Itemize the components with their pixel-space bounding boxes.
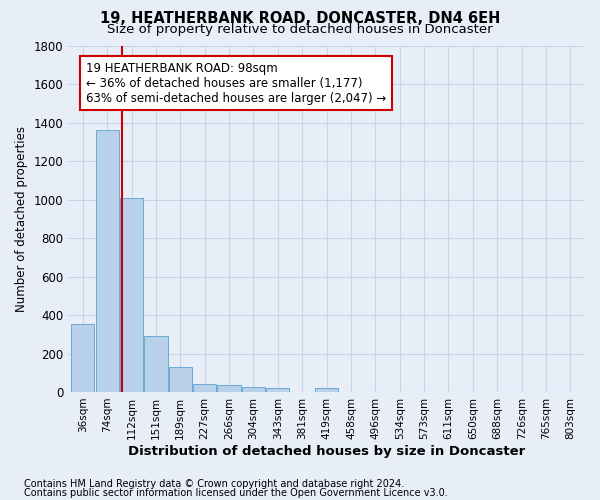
Bar [193,384,216,392]
Text: 19, HEATHERBANK ROAD, DONCASTER, DN4 6EH: 19, HEATHERBANK ROAD, DONCASTER, DN4 6EH [100,11,500,26]
Text: Contains HM Land Registry data © Crown copyright and database right 2024.: Contains HM Land Registry data © Crown c… [24,479,404,489]
Y-axis label: Number of detached properties: Number of detached properties [15,126,28,312]
Text: Contains public sector information licensed under the Open Government Licence v3: Contains public sector information licen… [24,488,448,498]
Bar [315,388,338,392]
Text: Size of property relative to detached houses in Doncaster: Size of property relative to detached ho… [107,22,493,36]
Bar [217,385,241,392]
Bar [120,198,143,392]
X-axis label: Distribution of detached houses by size in Doncaster: Distribution of detached houses by size … [128,444,525,458]
Bar [145,336,167,392]
Bar [169,367,192,392]
Bar [71,324,94,392]
Bar [266,388,289,392]
Bar [95,130,119,392]
Text: 19 HEATHERBANK ROAD: 98sqm
← 36% of detached houses are smaller (1,177)
63% of s: 19 HEATHERBANK ROAD: 98sqm ← 36% of deta… [86,62,386,104]
Bar [242,387,265,392]
